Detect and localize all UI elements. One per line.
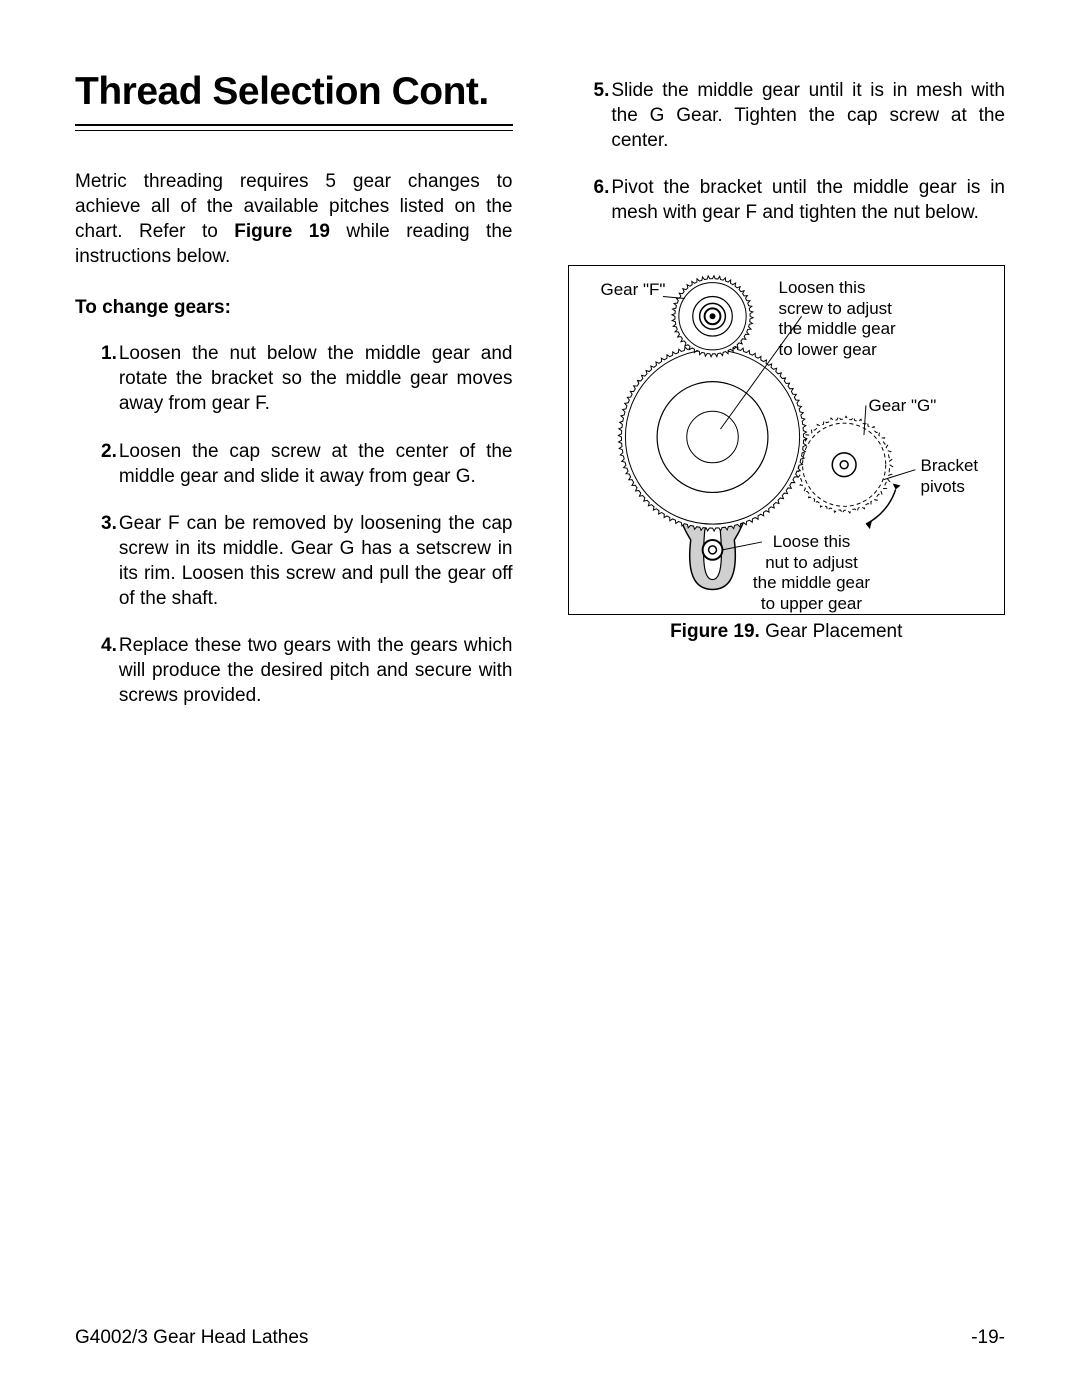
- step-text: Gear F can be removed by loosening the c…: [117, 511, 513, 611]
- step-number: 4.: [75, 633, 117, 708]
- right-column: 5.Slide the middle gear until it is in m…: [568, 70, 1006, 730]
- step-item: 2.Loosen the cap screw at the center of …: [75, 439, 513, 489]
- step-item: 3.Gear F can be removed by loosening the…: [75, 511, 513, 611]
- label-gear-g: Gear "G": [869, 396, 937, 416]
- step-text: Pivot the bracket until the middle gear …: [609, 175, 1005, 225]
- steps-list-right: 5.Slide the middle gear until it is in m…: [568, 78, 1006, 225]
- step-item: 6.Pivot the bracket until the middle gea…: [568, 175, 1006, 225]
- footer-right: -19-: [971, 1327, 1005, 1349]
- page-title: Thread Selection Cont.: [75, 70, 513, 114]
- figure-caption-rest: Gear Placement: [760, 621, 903, 642]
- step-number: 3.: [75, 511, 117, 611]
- step-item: 4.Replace these two gears with the gears…: [75, 633, 513, 708]
- step-text: Slide the middle gear until it is in mes…: [609, 78, 1005, 153]
- page-footer: G4002/3 Gear Head Lathes -19-: [75, 1327, 1005, 1349]
- step-item: 1.Loosen the nut below the middle gear a…: [75, 341, 513, 416]
- page: Thread Selection Cont. Metric threading …: [0, 0, 1080, 1397]
- label-loosen-screw: Loosen thisscrew to adjustthe middle gea…: [779, 278, 896, 360]
- label-bracket-pivots: Bracketpivots: [921, 456, 979, 497]
- subheading: To change gears:: [75, 297, 513, 319]
- figure-box: Gear "F" Loosen thisscrew to adjustthe m…: [568, 265, 1006, 615]
- two-column-layout: Thread Selection Cont. Metric threading …: [75, 70, 1005, 730]
- label-loose-nut: Loose thisnut to adjustthe middle gearto…: [727, 532, 897, 614]
- step-item: 5.Slide the middle gear until it is in m…: [568, 78, 1006, 153]
- intro-paragraph: Metric threading requires 5 gear changes…: [75, 169, 513, 269]
- figure-caption: Figure 19. Gear Placement: [568, 621, 1006, 643]
- footer-left: G4002/3 Gear Head Lathes: [75, 1327, 308, 1349]
- title-rules: [75, 124, 513, 131]
- step-number: 5.: [568, 78, 610, 153]
- step-number: 6.: [568, 175, 610, 225]
- step-number: 1.: [75, 341, 117, 416]
- figure-caption-bold: Figure 19.: [670, 621, 760, 642]
- step-text: Loosen the nut below the middle gear and…: [117, 341, 513, 416]
- step-text: Loosen the cap screw at the center of th…: [117, 439, 513, 489]
- steps-list-left: 1.Loosen the nut below the middle gear a…: [75, 341, 513, 708]
- step-text: Replace these two gears with the gears w…: [117, 633, 513, 708]
- left-column: Thread Selection Cont. Metric threading …: [75, 70, 513, 730]
- step-number: 2.: [75, 439, 117, 489]
- label-gear-f: Gear "F": [601, 280, 666, 300]
